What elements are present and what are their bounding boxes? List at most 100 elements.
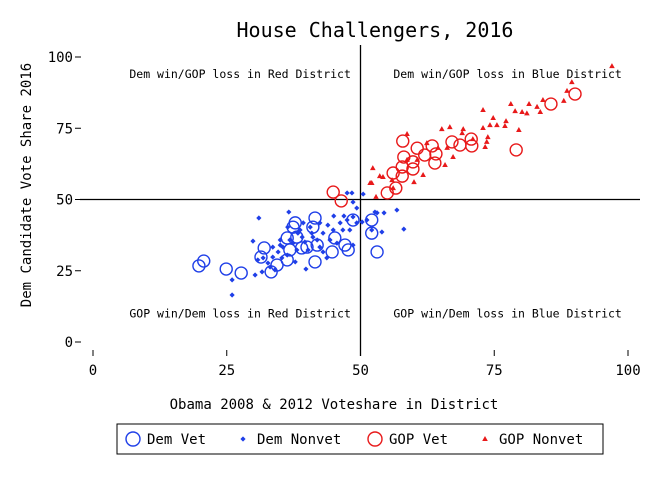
gop-nonvet-point: [404, 156, 410, 162]
dem-nonvet-point: [369, 227, 375, 233]
dem-nonvet-point: [337, 220, 343, 226]
dem-nonvet-point: [255, 257, 261, 263]
gop-vet-series: [326, 87, 582, 208]
dem-nonvet-point: [401, 226, 407, 232]
gop-nonvet-point: [519, 109, 525, 115]
dem-nonvet-point: [324, 255, 330, 261]
gop-vet-point: [334, 194, 348, 208]
x-tick-label: 50: [352, 363, 369, 379]
quadrant-annotation: Dem win/GOP loss in Red District: [129, 67, 351, 81]
gop-nonvet-point: [380, 173, 386, 179]
dem-nonvet-legend-marker: [240, 436, 246, 442]
dem-nonvet-point: [334, 240, 340, 246]
gop-nonvet-point: [564, 87, 570, 93]
gop-nonvet-point: [470, 136, 476, 142]
gop-vet-point: [445, 135, 459, 149]
dem-nonvet-point: [286, 209, 292, 215]
dem-nonvet-point: [331, 213, 337, 219]
dem-nonvet-point: [279, 255, 285, 261]
gop-nonvet-point: [480, 107, 486, 113]
gop-nonvet-point: [370, 165, 376, 171]
gop-vet-legend-marker: [367, 431, 383, 447]
data-points: [192, 63, 615, 298]
gop-nonvet-point: [439, 126, 445, 132]
x-tick-label: 75: [486, 363, 503, 379]
y-tick-label: 100: [48, 50, 73, 66]
dem-vet-point: [192, 259, 206, 273]
legend: Dem Vet Dem Nonvet GOP Vet GOP Nonvet: [116, 423, 604, 455]
dem-nonvet-point: [354, 220, 360, 226]
y-tick-label: 50: [56, 193, 73, 209]
dem-nonvet-point: [320, 249, 326, 255]
dem-nonvet-point: [364, 217, 370, 223]
dem-nonvet-point: [359, 219, 365, 225]
dem-vet-series: [192, 211, 384, 280]
reference-lines: [80, 45, 640, 356]
gop-nonvet-point: [420, 171, 426, 177]
y-tick-label: 25: [56, 264, 73, 280]
gop-nonvet-point: [502, 122, 508, 128]
dem-nonvet-point: [307, 224, 313, 230]
gop-nonvet-legend-label: GOP Nonvet: [499, 432, 583, 448]
gop-nonvet-point: [537, 109, 544, 115]
gop-nonvet-point: [376, 173, 383, 179]
gop-vet-point: [544, 97, 558, 111]
dem-vet-point: [325, 245, 339, 259]
dem-nonvet-point: [277, 237, 283, 243]
dem-nonvet-point: [229, 292, 235, 298]
gop-nonvet-point: [561, 97, 567, 103]
dem-nonvet-point: [394, 207, 400, 213]
gop-nonvet-point: [442, 162, 448, 168]
gop-nonvet-point: [368, 179, 375, 185]
gop-vet-point: [453, 138, 467, 152]
dem-vet-point: [234, 266, 248, 280]
gop-vet-point: [395, 169, 409, 183]
dem-nonvet-point: [284, 252, 290, 258]
dem-nonvet-point: [341, 213, 347, 219]
dem-nonvet-point: [272, 267, 278, 273]
dem-vet-legend-marker: [125, 431, 141, 447]
dem-vet-point: [308, 255, 322, 269]
dem-nonvet-point: [330, 227, 336, 233]
dem-vet-point: [257, 241, 271, 255]
dem-nonvet-point: [379, 229, 385, 235]
dem-vet-point: [288, 216, 302, 230]
dem-nonvet-point: [252, 272, 258, 278]
y-axis-label: Dem Candidate Vote Share 2016: [19, 63, 35, 307]
dem-vet-point: [254, 250, 268, 264]
dem-nonvet-point: [295, 230, 301, 236]
dem-vet-point: [365, 226, 379, 240]
gop-nonvet-point: [483, 138, 490, 144]
dem-nonvet-point: [267, 264, 273, 270]
gop-vet-point: [464, 132, 478, 146]
chart-title: House Challengers, 2016: [237, 18, 514, 42]
dem-nonvet-point: [344, 217, 350, 223]
axis-ticks: 0 25 50 75 100 0 25 50 75 100: [48, 50, 641, 379]
dem-nonvet-point: [381, 210, 387, 216]
x-tick-label: 100: [615, 363, 640, 379]
x-tick-label: 0: [89, 363, 97, 379]
dem-nonvet-legend-label: Dem Nonvet: [257, 432, 341, 448]
gop-vet-point: [386, 166, 400, 180]
dem-nonvet-point: [287, 237, 293, 243]
dem-nonvet-point: [285, 224, 291, 230]
gop-vet-point: [568, 87, 582, 101]
gop-nonvet-point: [609, 63, 615, 69]
dem-nonvet-point: [256, 215, 262, 221]
dem-nonvet-point: [270, 254, 276, 260]
gop-vet-point: [395, 160, 409, 174]
dem-vet-point: [341, 243, 355, 257]
y-tick-label: 0: [65, 335, 73, 351]
dem-nonvet-point: [317, 220, 323, 226]
gop-vet-point: [418, 148, 432, 162]
dem-nonvet-point: [250, 238, 256, 244]
gop-nonvet-point: [459, 130, 465, 136]
gop-nonvet-legend-marker: [482, 436, 488, 441]
dem-nonvet-point: [260, 255, 266, 261]
dem-nonvet-point: [317, 244, 323, 250]
gop-nonvet-point: [411, 179, 417, 185]
dem-vet-point: [370, 245, 384, 259]
gop-nonvet-point: [404, 130, 410, 136]
dem-nonvet-point: [349, 190, 355, 196]
dem-nonvet-point: [303, 266, 309, 272]
